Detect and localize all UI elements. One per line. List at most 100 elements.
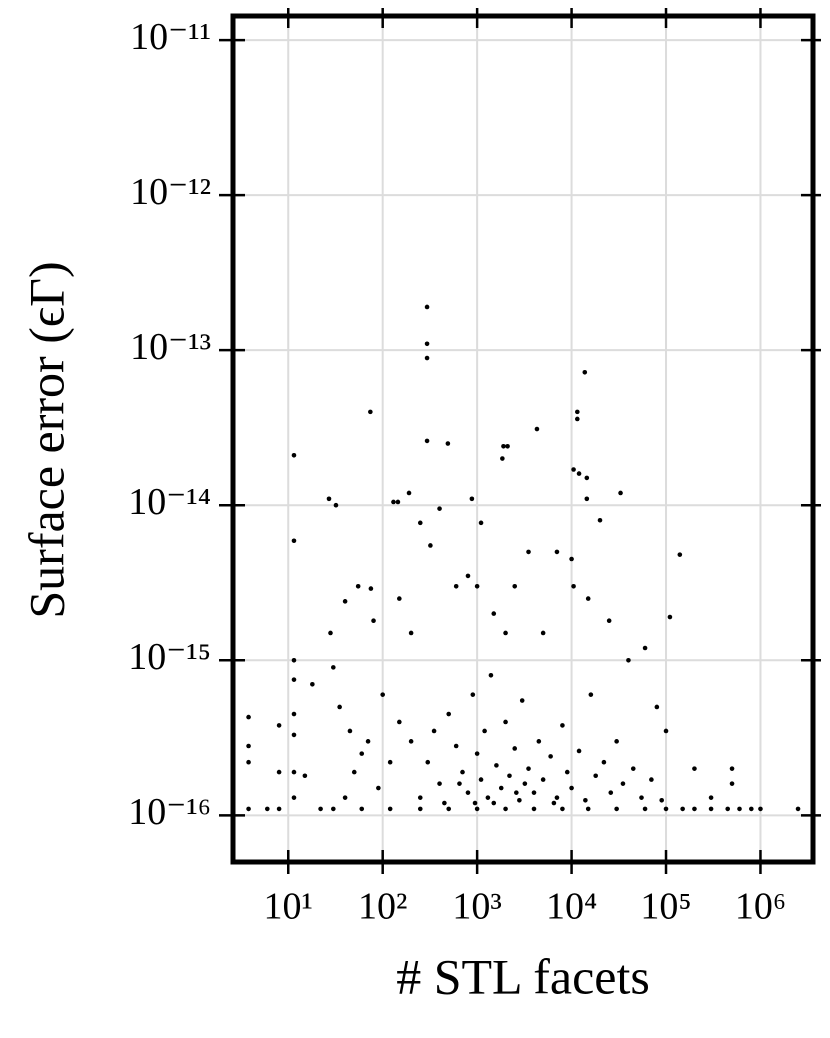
point (534, 426, 540, 432)
point (246, 759, 251, 765)
point (758, 806, 763, 812)
point (512, 746, 518, 751)
point (531, 806, 537, 812)
point (276, 806, 282, 812)
point (395, 499, 401, 505)
point (291, 732, 297, 738)
point (505, 443, 510, 449)
point (465, 573, 471, 579)
point (729, 781, 735, 786)
point (560, 806, 565, 812)
point (291, 657, 297, 663)
point (583, 798, 588, 803)
point (639, 795, 644, 800)
y-tick-label: 10⁻¹³ (130, 326, 211, 368)
point (446, 806, 452, 812)
point (371, 618, 376, 623)
point (680, 806, 685, 812)
point (428, 543, 433, 548)
y-tick-label: 10⁻¹² (130, 171, 211, 213)
point (246, 714, 251, 720)
point (548, 754, 553, 759)
point (491, 800, 497, 806)
point (276, 769, 282, 775)
point (478, 777, 484, 782)
point (431, 728, 437, 734)
point (569, 556, 574, 562)
point (749, 806, 754, 812)
point (424, 438, 430, 444)
point (342, 599, 348, 604)
point (571, 584, 576, 589)
point (485, 795, 491, 800)
point (482, 728, 487, 734)
point (424, 304, 430, 310)
point (659, 798, 664, 803)
point (614, 739, 619, 744)
point (597, 517, 603, 523)
x-axis-label: # STL facets (396, 948, 650, 1004)
point (342, 795, 348, 800)
point (564, 769, 570, 775)
point (500, 456, 505, 461)
x-tick-label: 10² (358, 886, 407, 928)
point (351, 769, 357, 775)
point (387, 806, 393, 812)
point (569, 785, 574, 791)
point (331, 665, 336, 670)
point (692, 766, 697, 771)
point (708, 806, 714, 812)
point (649, 777, 654, 782)
point (291, 538, 297, 544)
x-tick-label: 10¹ (264, 886, 313, 928)
point (291, 711, 297, 717)
point (478, 520, 484, 526)
point (526, 766, 531, 771)
point (333, 502, 339, 508)
point (575, 409, 580, 415)
point (460, 769, 465, 775)
point (512, 584, 518, 589)
point (359, 751, 365, 756)
point (576, 748, 582, 754)
point (620, 781, 626, 786)
y-tick-label: 10⁻¹⁵ (128, 636, 211, 678)
point (310, 681, 315, 687)
point (522, 781, 528, 786)
point (642, 645, 648, 651)
point (472, 800, 478, 806)
point (355, 584, 361, 589)
point (368, 409, 373, 415)
point (601, 759, 607, 765)
point (337, 704, 342, 710)
point (498, 785, 504, 791)
point (442, 800, 447, 806)
point (425, 759, 431, 765)
point (526, 549, 531, 555)
point (469, 496, 475, 502)
point (606, 618, 612, 623)
point (291, 452, 297, 458)
point (387, 759, 393, 765)
point (470, 692, 476, 697)
point (437, 506, 442, 511)
point (246, 743, 251, 749)
point (291, 677, 297, 682)
y-tick-label: 10⁻¹⁴ (128, 481, 211, 523)
point (474, 751, 480, 756)
point (551, 800, 557, 806)
point (291, 769, 297, 775)
point (503, 719, 508, 725)
point (642, 806, 648, 812)
point (417, 520, 423, 526)
x-tick-label: 10⁵ (640, 886, 691, 928)
point (474, 806, 480, 812)
point (663, 728, 669, 734)
point (554, 549, 560, 555)
point (347, 728, 353, 734)
y-axis-label: Surface error (ϵΓ) (18, 261, 74, 618)
point (507, 773, 512, 779)
point (276, 723, 282, 728)
point (618, 490, 623, 496)
point (692, 806, 697, 812)
